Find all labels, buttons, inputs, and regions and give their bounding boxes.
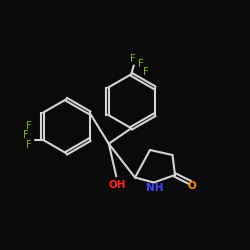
Text: F: F <box>144 67 149 77</box>
Text: F: F <box>26 121 31 131</box>
Text: F: F <box>22 130 28 140</box>
Text: F: F <box>26 140 31 150</box>
Text: F: F <box>138 59 144 69</box>
Text: OH: OH <box>109 180 126 190</box>
Text: NH: NH <box>146 183 163 193</box>
Text: F: F <box>130 54 135 64</box>
Text: O: O <box>188 181 196 191</box>
